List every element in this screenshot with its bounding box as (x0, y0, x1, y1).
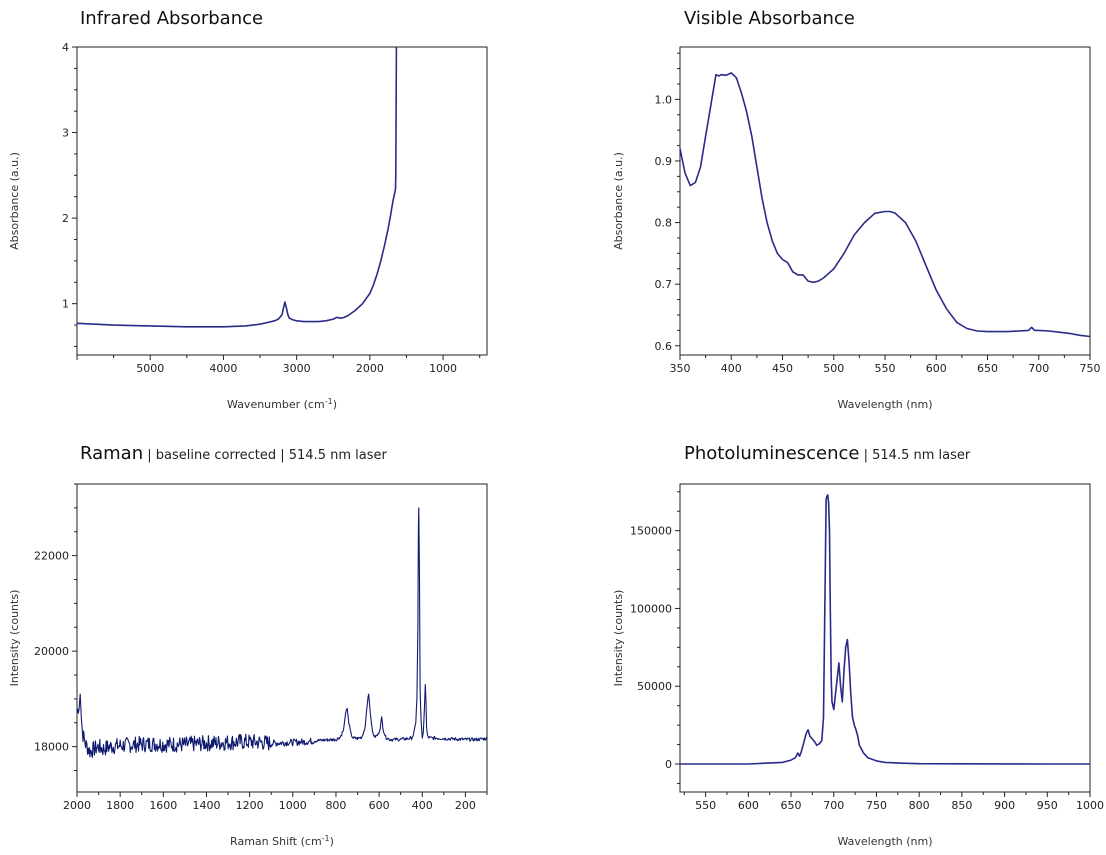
y-tick-label: 0.8 (655, 217, 673, 230)
x-tick-label: 950 (1037, 799, 1058, 812)
x-tick-label: 800 (325, 799, 346, 812)
y-tick-label: 0.7 (655, 278, 673, 291)
x-tick-label: 450 (772, 362, 793, 375)
series-line (680, 72, 1090, 338)
chart-title: Photoluminescence | 514.5 nm laser (684, 443, 971, 464)
x-tick-label: 700 (823, 799, 844, 812)
y-tick-label: 150000 (630, 525, 672, 538)
chart-raman: Raman | baseline corrected | 514.5 nm la… (0, 427, 553, 855)
y-tick-label: 1 (62, 298, 69, 311)
x-tick-label: 650 (781, 799, 802, 812)
chart-svg: 350 400 450 500 550 600 650 700 750 0.6 0.7 0.8 0.9 1… (612, 46, 1101, 411)
x-tick-label: 550 (875, 362, 896, 375)
x-tick-label: 3000 (283, 362, 311, 375)
chart-title: Raman | baseline corrected | 514.5 nm la… (80, 443, 387, 464)
chart-svg: 550 600 650 700 750 800 850 900 950 1000 0 50000 100… (612, 483, 1104, 848)
x-tick-label: 700 (1028, 362, 1049, 375)
x-axis-label: Wavelength (nm) (837, 398, 932, 411)
y-tick-label: 100000 (630, 602, 672, 615)
y-axis-label: Absorbance (a.u.) (8, 152, 21, 250)
y-axis-label: Intensity (counts) (612, 590, 625, 687)
chart-title: Infrared Absorbance (80, 8, 264, 29)
x-tick-label: 650 (977, 362, 998, 375)
x-tick-label: 4000 (209, 362, 237, 375)
x-tick-label: 1600 (149, 799, 177, 812)
y-axis-label: Absorbance (a.u.) (612, 152, 625, 250)
chart-svg: 5000 4000 3000 2000 1000 1 2 3 4 Wavenumber (cm-1… (8, 41, 488, 411)
y-tick-label: 0.6 (655, 340, 673, 353)
x-tick-label: 550 (695, 799, 716, 812)
y-tick-label: 18000 (34, 741, 69, 754)
x-tick-label: 1000 (1076, 799, 1104, 812)
y-tick-label: 4 (62, 41, 69, 54)
y-tick-label: 2 (62, 212, 69, 225)
chart-infrared: Infrared Absorbance 5000 4000 3000 2000 1000… (0, 0, 553, 427)
x-tick-label: 1200 (236, 799, 264, 812)
x-tick-label: 800 (909, 799, 930, 812)
chart-visible: Visible Absorbance 350 400 450 500 550 600 650… (553, 0, 1106, 427)
x-tick-label: 400 (412, 799, 433, 812)
x-tick-label: 5000 (136, 362, 164, 375)
y-axis-label: Intensity (counts) (8, 590, 21, 687)
x-tick-label: 600 (738, 799, 759, 812)
plot-frame (679, 483, 1091, 793)
x-tick-label: 350 (670, 362, 691, 375)
series-line (77, 47, 398, 328)
x-tick-label: 1000 (429, 362, 457, 375)
plot-frame (76, 46, 488, 356)
y-tick-label: 0.9 (655, 155, 673, 168)
x-tick-label: 750 (1080, 362, 1101, 375)
y-tick-label: 50000 (637, 680, 672, 693)
x-tick-label: 850 (951, 799, 972, 812)
chart-svg: 2000 1800 1600 1400 1200 1000 800 600 400 200 1800… (8, 483, 488, 848)
x-tick-label: 1800 (106, 799, 134, 812)
chart-title: Visible Absorbance (684, 8, 855, 29)
x-tick-label: 750 (866, 799, 887, 812)
x-axis-label: Wavelength (nm) (837, 835, 932, 848)
plot-frame (76, 483, 488, 793)
chart-photoluminescence: Photoluminescence | 514.5 nm laser 550 60… (553, 427, 1106, 855)
x-tick-label: 600 (369, 799, 390, 812)
x-axis-label: Raman Shift (cm-1) (230, 834, 334, 848)
x-tick-label: 200 (455, 799, 476, 812)
x-tick-label: 600 (926, 362, 947, 375)
x-tick-label: 1000 (279, 799, 307, 812)
y-tick-label: 22000 (34, 550, 69, 563)
x-tick-label: 500 (823, 362, 844, 375)
x-tick-label: 400 (721, 362, 742, 375)
x-tick-label: 2000 (63, 799, 91, 812)
series-line (77, 507, 487, 758)
y-tick-label: 3 (62, 127, 69, 140)
y-tick-label: 0 (665, 758, 672, 771)
y-tick-label: 1.0 (655, 93, 673, 106)
x-axis-label: Wavenumber (cm-1) (227, 397, 337, 411)
x-tick-label: 1400 (192, 799, 220, 812)
series-line (680, 494, 1090, 765)
x-tick-label: 2000 (356, 362, 384, 375)
x-tick-label: 900 (994, 799, 1015, 812)
y-tick-label: 20000 (34, 645, 69, 658)
